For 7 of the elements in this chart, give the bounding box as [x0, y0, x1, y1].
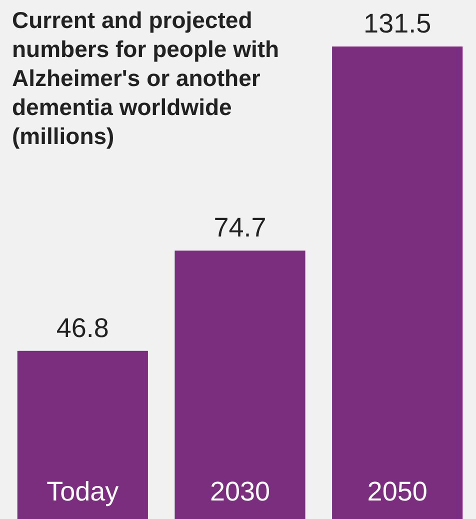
x-tick-label: 2030: [210, 476, 270, 506]
data-label: 74.7: [214, 212, 266, 243]
x-tick-label: Today: [46, 476, 120, 506]
data-label: 46.8: [56, 312, 109, 343]
data-label: 131.5: [364, 8, 432, 38]
x-tick-label: 2050: [367, 476, 428, 506]
text: Current and projected numbers for people with Alzheimer's or another dementia worldwide (millions): [12, 6, 280, 151]
